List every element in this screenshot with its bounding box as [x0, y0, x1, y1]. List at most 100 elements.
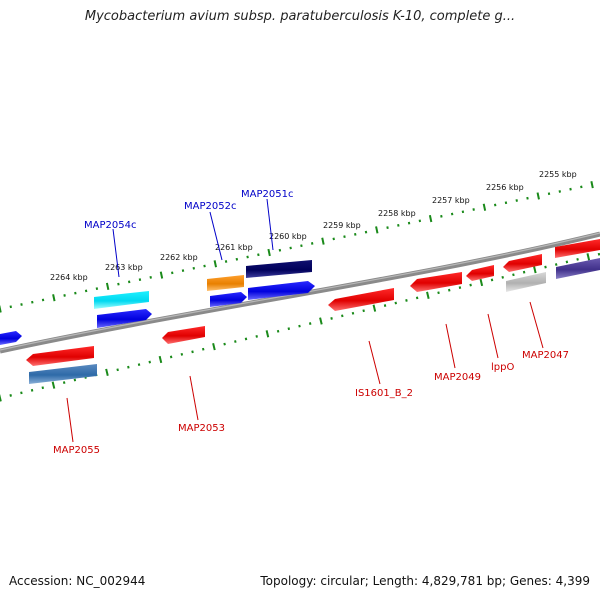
- inner-tick-1: [9, 394, 12, 397]
- outer-tick-10: [105, 282, 110, 291]
- inner-tick-2: [20, 391, 23, 395]
- inner-tick-41: [437, 291, 440, 295]
- gene-MAP2047-upper[interactable]: [503, 254, 542, 272]
- inner-tick-30: [319, 317, 323, 325]
- gene-MAP2054c-lower[interactable]: [97, 309, 152, 328]
- tick-label-2263: 2263 kbp: [105, 263, 143, 272]
- inner-tick-34: [362, 309, 365, 313]
- gene-MAP2051c[interactable]: [246, 260, 312, 278]
- inner-tick-29: [308, 322, 312, 325]
- inner-tick-50: [533, 266, 537, 274]
- inner-tick-4: [41, 386, 45, 390]
- inner-tick-38: [405, 299, 408, 302]
- gene-MAP2047[interactable]: [506, 272, 546, 292]
- gene-MAP2054c[interactable]: [94, 291, 149, 309]
- forward-leader-lines: [112, 198, 274, 278]
- inner-tick-31: [330, 317, 333, 320]
- inner-tick-15: [158, 355, 163, 364]
- gene-MAP2052c-lower[interactable]: [210, 292, 247, 307]
- gene-MAP2055[interactable]: [26, 346, 94, 366]
- tick-ring-inner: [0, 252, 600, 402]
- map-title: Mycobacterium avium subsp. paratuberculo…: [84, 9, 516, 24]
- label-MAP2049[interactable]: MAP2049: [434, 372, 481, 383]
- inner-tick-36: [383, 304, 387, 307]
- tick-label-2258: 2258 kbp: [378, 209, 416, 218]
- gene-MAP2049[interactable]: [410, 272, 462, 292]
- inner-tick-5: [51, 381, 56, 389]
- inner-tick-20: [212, 343, 216, 351]
- outer-tick-30: [321, 237, 325, 245]
- inner-tick-11: [116, 368, 119, 372]
- inner-tick-13: [137, 363, 141, 367]
- label-MAP2047[interactable]: MAP2047: [522, 350, 569, 361]
- label-MAP2055[interactable]: MAP2055: [53, 445, 100, 456]
- gene-MAP2055-lower[interactable]: [29, 364, 97, 384]
- outer-tick-45: [482, 203, 487, 211]
- tick-label-2262: 2262 kbp: [160, 253, 198, 262]
- inner-tick-42: [447, 288, 451, 292]
- outer-tick-35: [375, 226, 379, 234]
- inner-tick-3: [30, 388, 34, 392]
- gene-right-edge-slate[interactable]: [556, 258, 600, 279]
- inner-tick-47: [501, 275, 504, 279]
- inner-tick-26: [276, 329, 280, 333]
- inner-tick-33: [351, 311, 355, 315]
- label-MAP2051c[interactable]: MAP2051c: [241, 189, 293, 200]
- gene-left-edge[interactable]: [0, 331, 22, 345]
- inner-tick-44: [469, 283, 472, 287]
- outer-tick-15: [159, 271, 164, 279]
- inner-tick-6: [62, 381, 66, 384]
- gene-MAP2052c[interactable]: [207, 275, 244, 291]
- inner-tick-16: [169, 355, 173, 359]
- gene-right-edge-red[interactable]: [555, 239, 600, 258]
- label-MAP2052c[interactable]: MAP2052c: [184, 201, 236, 212]
- inner-tick-17: [180, 352, 184, 356]
- gene-MAP2053[interactable]: [162, 326, 205, 344]
- tick-label-2259: 2259 kbp: [323, 221, 361, 230]
- tick-label-2264: 2264 kbp: [50, 273, 88, 282]
- inner-tick-54: [576, 257, 579, 261]
- inner-tick-39: [415, 296, 419, 300]
- inner-tick-56: [597, 252, 600, 256]
- inner-tick-52: [554, 263, 558, 266]
- label-MAP2053[interactable]: MAP2053: [178, 423, 225, 434]
- topology-summary: Topology: circular; Length: 4,829,781 bp…: [260, 574, 590, 588]
- label-lppO[interactable]: lppO: [491, 362, 514, 373]
- tick-ring-outer: [0, 181, 594, 313]
- inner-tick-37: [394, 301, 398, 305]
- inner-tick-28: [298, 324, 301, 328]
- inner-tick-22: [234, 340, 237, 343]
- tick-label-2255: 2255 kbp: [539, 170, 577, 179]
- inner-tick-14: [148, 360, 152, 364]
- gene-lppO[interactable]: [466, 265, 494, 281]
- outer-tick-0: [0, 305, 2, 313]
- inner-tick-43: [458, 286, 462, 290]
- label-IS1601_B_2[interactable]: IS1601_B_2: [355, 388, 413, 399]
- tick-label-2260: 2260 kbp: [269, 232, 307, 241]
- inner-tick-48: [512, 273, 515, 277]
- tick-label-2256: 2256 kbp: [486, 183, 524, 192]
- outer-tick-50: [536, 192, 540, 200]
- outer-tick-5: [52, 294, 56, 302]
- inner-tick-35: [372, 304, 377, 312]
- inner-tick-27: [287, 327, 291, 331]
- inner-tick-23: [244, 337, 248, 341]
- tick-label-2261: 2261 kbp: [215, 243, 253, 252]
- inner-tick-49: [522, 270, 526, 274]
- inner-tick-25: [265, 330, 270, 338]
- inner-tick-55: [586, 253, 591, 261]
- inner-tick-19: [201, 347, 205, 351]
- inner-tick-7: [73, 378, 77, 382]
- outer-tick-40: [428, 214, 433, 223]
- accession-text: Accession: NC_002944: [9, 574, 146, 588]
- outer-tick-55: [590, 181, 594, 189]
- inner-tick-32: [341, 314, 344, 318]
- outer-tick-20: [213, 260, 218, 268]
- gene-MAP2051c-lower[interactable]: [248, 281, 315, 300]
- inner-tick-18: [191, 350, 194, 354]
- gene-IS1601_B_2[interactable]: [328, 288, 394, 311]
- inner-tick-40: [426, 291, 430, 299]
- label-MAP2054c[interactable]: MAP2054c: [84, 220, 136, 231]
